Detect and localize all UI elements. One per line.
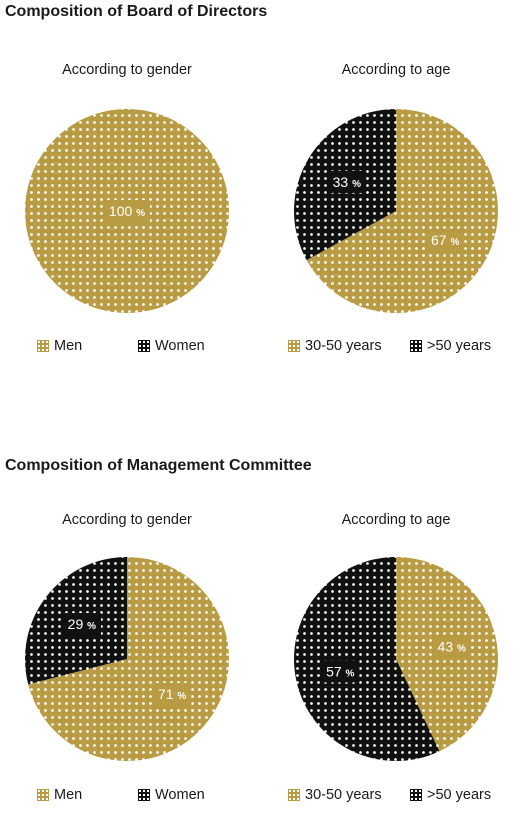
pie-slice-1-0 <box>306 109 498 313</box>
pie-label-bg-3-1 <box>321 660 360 683</box>
pie-label-bg-3-0 <box>432 635 471 658</box>
pie-label-bg-0-0 <box>104 200 150 222</box>
pie-label-1-0: 67 % <box>431 232 459 248</box>
legend-label: Women <box>155 787 205 803</box>
legend-label: 30-50 years <box>305 338 382 354</box>
legend-item-2-0: Men <box>37 787 82 803</box>
chart-title-mgmt-gender: According to gender <box>62 512 192 528</box>
pie-slice-2-0 <box>28 557 230 761</box>
pie-label-2-1: 29 % <box>68 616 96 632</box>
pie-label-bg-2-1 <box>62 612 102 635</box>
pie-label-3-1: 57 % <box>326 663 354 679</box>
legend-swatch <box>37 340 49 352</box>
pie-label-bg-1-1 <box>327 170 367 193</box>
legend-item-0-1: Women <box>138 338 205 354</box>
legend-item-0-0: Men <box>37 338 82 354</box>
pie-label-bg-1-0 <box>425 229 465 252</box>
pie-label-3-0: 43 % <box>438 639 466 655</box>
chart-title-mgmt-age: According to age <box>341 512 451 528</box>
section-title-management: Composition of Management Committee <box>5 457 312 474</box>
section-title-board: Composition of Board of Directors <box>5 3 268 20</box>
legend-swatch <box>37 789 49 801</box>
legend-swatch <box>410 340 422 352</box>
pie-label-2-0: 71 % <box>158 686 186 702</box>
legend-item-2-1: Women <box>138 787 205 803</box>
legend-swatch <box>138 340 150 352</box>
legend-label: Women <box>155 338 205 354</box>
legend-item-3-0: 30-50 years <box>288 787 382 803</box>
pie-label-bg-2-0 <box>152 683 192 706</box>
legend-label: Men <box>54 787 83 803</box>
legend-item-1-0: 30-50 years <box>288 338 382 354</box>
legend-label: >50 years <box>427 787 492 803</box>
legend-label: Men <box>54 338 83 354</box>
legend-swatch <box>288 340 300 352</box>
legend-label: >50 years <box>427 338 492 354</box>
pie-label-1-1: 33 % <box>333 174 361 190</box>
legend-swatch <box>288 789 300 801</box>
pie-label-0-0: 100 % <box>109 203 145 219</box>
legend-swatch <box>410 789 422 801</box>
chart-title-board-gender: According to gender <box>62 62 192 78</box>
legend-swatch <box>138 789 150 801</box>
chart-title-board-age: According to age <box>341 62 451 78</box>
legend-label: 30-50 years <box>305 787 382 803</box>
pie-slice-3-1 <box>294 557 440 762</box>
legend-item-1-1: >50 years <box>410 338 491 354</box>
legend-item-3-1: >50 years <box>410 787 491 803</box>
